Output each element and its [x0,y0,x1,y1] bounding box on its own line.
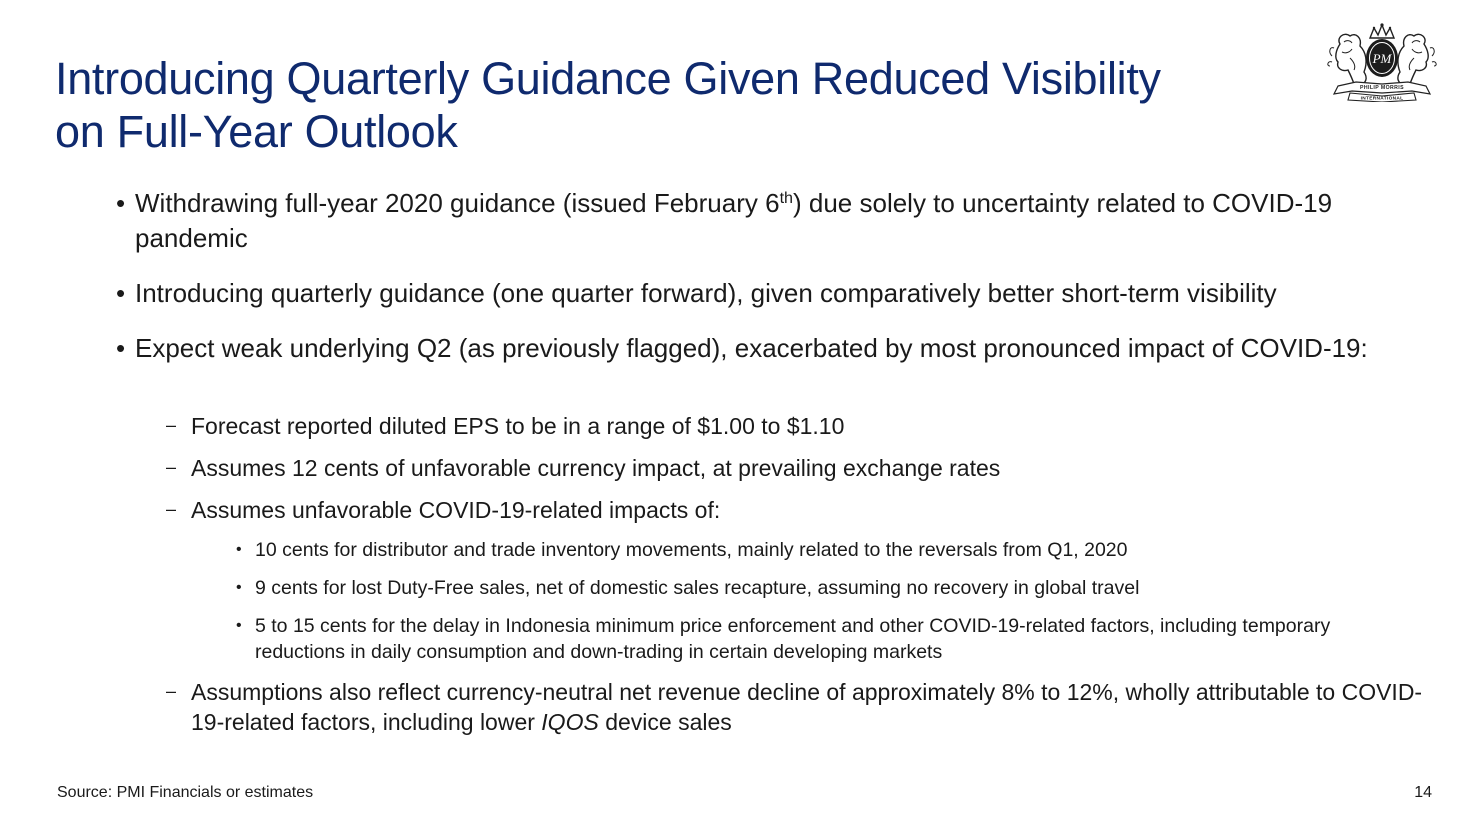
philip-morris-crest-logo-icon: PM PHILIP MORRIS INTERNATIONAL [1327,23,1437,102]
sub-bullet-text: Forecast reported diluted EPS to be in a… [191,413,845,439]
logo-monogram: PM [1372,51,1393,66]
logo-banner-top: PHILIP MORRIS [1360,85,1404,91]
dash-marker: – [166,681,177,701]
sub-bullet-text-part: Assumptions also reflect currency-neutra… [191,679,1423,735]
footer-source: Source: PMI Financials or estimates [57,784,314,801]
bullet-text-superscript: th [779,189,793,208]
dash-marker: – [166,499,177,519]
sub-bullet-eps-forecast: – Forecast reported diluted EPS to be in… [166,411,1426,441]
bullet-quarterly-guidance: • Introducing quarterly guidance (one qu… [116,276,1416,311]
sub-bullet-text: Assumes 12 cents of unfavorable currency… [191,455,1001,481]
slide-title-line-2: on Full-Year Outlook [55,106,458,157]
sub-bullet-text: Assumptions also reflect currency-neutra… [191,677,1426,737]
bullet-dot: • [236,617,242,634]
sub-sub-bullet-distributor-inventory: • 10 cents for distributor and trade inv… [236,537,1346,563]
sub-sub-bullet-text: 5 to 15 cents for the delay in Indonesia… [255,615,1331,663]
bullet-weak-q2: • Expect weak underlying Q2 (as previous… [116,331,1416,366]
bullet-dot: • [116,188,126,218]
sub-bullet-text: Assumes unfavorable COVID-19-related imp… [191,497,721,523]
sub-sub-bullet-duty-free: • 9 cents for lost Duty-Free sales, net … [236,575,1346,601]
sub-sub-bullet-text: 9 cents for lost Duty-Free sales, net of… [255,577,1140,599]
iqos-brand-text: IQOS [541,709,599,735]
dash-marker: – [166,415,177,435]
bullet-dot: • [236,579,242,596]
slide-title-line-1: Introducing Quarterly Guidance Given Red… [55,53,1161,104]
sub-bullet-currency-impact: – Assumes 12 cents of unfavorable curren… [166,453,1426,483]
bullet-dot: • [236,541,242,558]
sub-bullet-net-revenue-decline: – Assumptions also reflect currency-neut… [166,677,1426,737]
dash-marker: – [166,457,177,477]
sub-bullet-covid-impacts: – Assumes unfavorable COVID-19-related i… [166,495,1426,525]
sub-sub-bullet-text: 10 cents for distributor and trade inven… [255,539,1128,561]
bullet-withdrawing-guidance: • Withdrawing full-year 2020 guidance (i… [116,186,1416,256]
bullet-text: Introducing quarterly guidance (one quar… [135,278,1277,308]
bullet-text: Withdrawing full-year 2020 guidance (iss… [135,186,1416,256]
logo-banner-bottom: INTERNATIONAL [1361,96,1404,102]
bullet-dot: • [116,333,126,363]
bullet-text-part: Withdrawing full-year 2020 guidance (iss… [135,188,780,218]
bullet-dot: • [116,278,126,308]
sub-sub-bullet-indonesia: • 5 to 15 cents for the delay in Indones… [236,613,1346,665]
bullet-text-part: ) due solely to uncertainty related to C… [135,188,1333,253]
page-number: 14 [1414,784,1432,801]
sub-bullet-text-part: device sales [598,709,732,735]
slide-title: Introducing Quarterly Guidance Given Red… [55,52,1305,158]
bullet-text: Expect weak underlying Q2 (as previously… [135,333,1368,363]
